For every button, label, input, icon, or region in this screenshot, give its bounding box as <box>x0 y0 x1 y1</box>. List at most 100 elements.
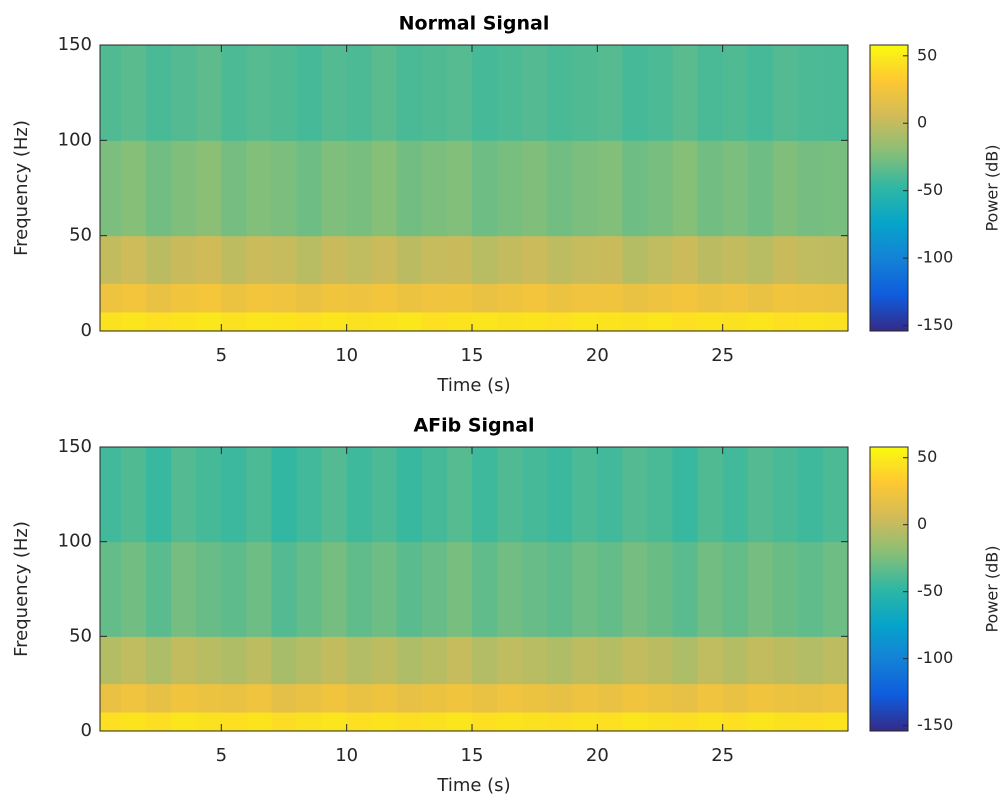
cell <box>121 45 147 141</box>
cell <box>196 447 222 543</box>
x-tick-label: 20 <box>586 345 609 366</box>
cell <box>547 636 573 685</box>
cell <box>722 636 749 685</box>
cell <box>221 712 247 731</box>
cell <box>346 45 373 141</box>
axes-box <box>99 446 849 732</box>
cell <box>697 311 724 331</box>
cell <box>597 541 623 637</box>
cell <box>271 283 298 313</box>
cell <box>622 45 648 141</box>
cell <box>446 283 473 313</box>
colorbar <box>869 44 909 332</box>
cell <box>547 541 573 637</box>
cell <box>522 45 548 141</box>
cell <box>697 541 724 637</box>
cell <box>371 311 398 331</box>
cell <box>722 140 749 237</box>
cell <box>446 447 473 543</box>
cell <box>747 712 774 731</box>
cell <box>396 140 423 237</box>
y-tick-label: 150 <box>58 436 92 457</box>
cell <box>547 683 573 713</box>
cell <box>772 235 799 284</box>
cell <box>572 447 598 543</box>
cell <box>547 283 573 313</box>
cell <box>371 45 398 141</box>
cell <box>296 447 323 543</box>
cell <box>522 636 548 685</box>
cell <box>622 683 648 713</box>
cell <box>396 235 423 284</box>
cell <box>471 235 498 284</box>
cell <box>647 541 674 637</box>
y-axis-label: Frequency (Hz) <box>11 521 32 657</box>
cell <box>321 447 348 543</box>
cell <box>121 447 147 543</box>
cell <box>471 311 498 331</box>
cell <box>822 683 848 713</box>
cell <box>797 447 824 543</box>
cell <box>672 636 699 685</box>
cell <box>572 683 598 713</box>
heatmap-cells <box>100 45 848 331</box>
x-tick-label: 20 <box>586 745 609 766</box>
cell <box>221 45 247 141</box>
cell <box>221 283 247 313</box>
cell <box>146 311 172 331</box>
cell <box>822 311 848 331</box>
y-tick-label: 100 <box>58 129 92 150</box>
cell <box>497 447 523 543</box>
cell <box>647 45 674 141</box>
cell <box>547 447 573 543</box>
colorbar-tick-label: 50 <box>917 45 937 64</box>
cell <box>697 140 724 237</box>
cell <box>221 140 247 237</box>
cell <box>547 235 573 284</box>
cell <box>497 636 523 685</box>
cell <box>572 140 598 237</box>
cell <box>647 283 674 313</box>
cell <box>722 541 749 637</box>
cell <box>221 541 247 637</box>
cell <box>146 235 172 284</box>
cell <box>371 541 398 637</box>
cell <box>722 283 749 313</box>
cell <box>797 683 824 713</box>
cell <box>371 447 398 543</box>
cell <box>100 311 122 331</box>
cell <box>196 140 222 237</box>
cell <box>346 712 373 731</box>
cell <box>446 541 473 637</box>
cell <box>747 45 774 141</box>
cell <box>271 712 298 731</box>
x-tick-label: 10 <box>335 745 358 766</box>
cell <box>296 45 323 141</box>
cell <box>497 311 523 331</box>
cell <box>622 712 648 731</box>
y-axis-label: Frequency (Hz) <box>11 120 32 256</box>
cell <box>822 712 848 731</box>
cell <box>647 636 674 685</box>
cell <box>497 45 523 141</box>
cell <box>146 447 172 543</box>
cell <box>446 636 473 685</box>
cell <box>471 712 498 731</box>
cell <box>121 283 147 313</box>
cell <box>672 541 699 637</box>
cell <box>146 541 172 637</box>
cell <box>622 636 648 685</box>
cell <box>747 683 774 713</box>
cell <box>772 140 799 237</box>
cell <box>171 712 197 731</box>
colorbar-label: Power (dB) <box>983 144 1002 231</box>
cell <box>100 283 122 313</box>
colorbar-tick-label: -150 <box>917 715 953 734</box>
cell <box>221 311 247 331</box>
cell <box>597 683 623 713</box>
cell <box>497 683 523 713</box>
cell <box>271 541 298 637</box>
cell <box>722 45 749 141</box>
cell <box>321 140 348 237</box>
cell <box>647 140 674 237</box>
